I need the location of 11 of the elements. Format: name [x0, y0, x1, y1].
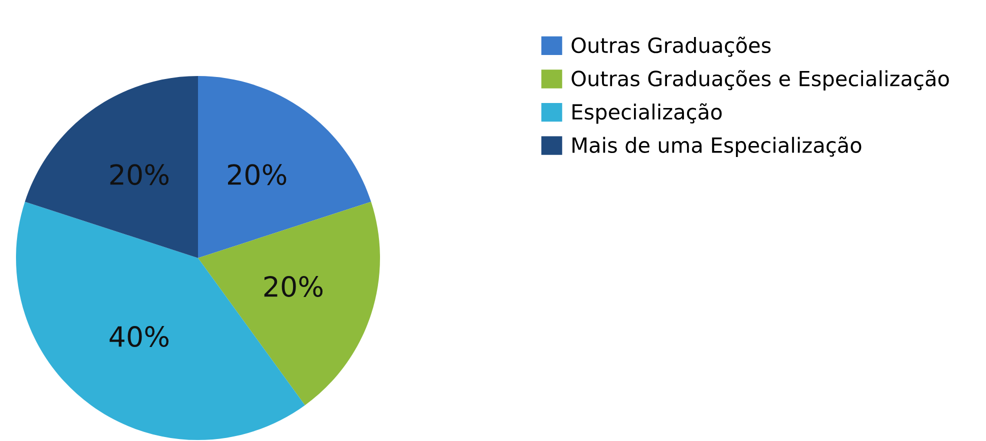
pie-slice	[198, 202, 380, 406]
data-label: 20%	[110, 164, 168, 186]
data-label: 20%	[264, 276, 323, 297]
data-label: 20%	[228, 164, 286, 186]
legend-label: Mais de uma Especialização	[572, 136, 862, 158]
pie-slice	[198, 76, 372, 258]
data-label: 40%	[110, 326, 168, 348]
legend-label: Outras Graduações	[572, 36, 771, 57]
legend-label: Especialização	[572, 103, 722, 124]
pie-slice	[24, 76, 198, 258]
legend-label: Outras Graduações e Especialização	[572, 70, 949, 90]
